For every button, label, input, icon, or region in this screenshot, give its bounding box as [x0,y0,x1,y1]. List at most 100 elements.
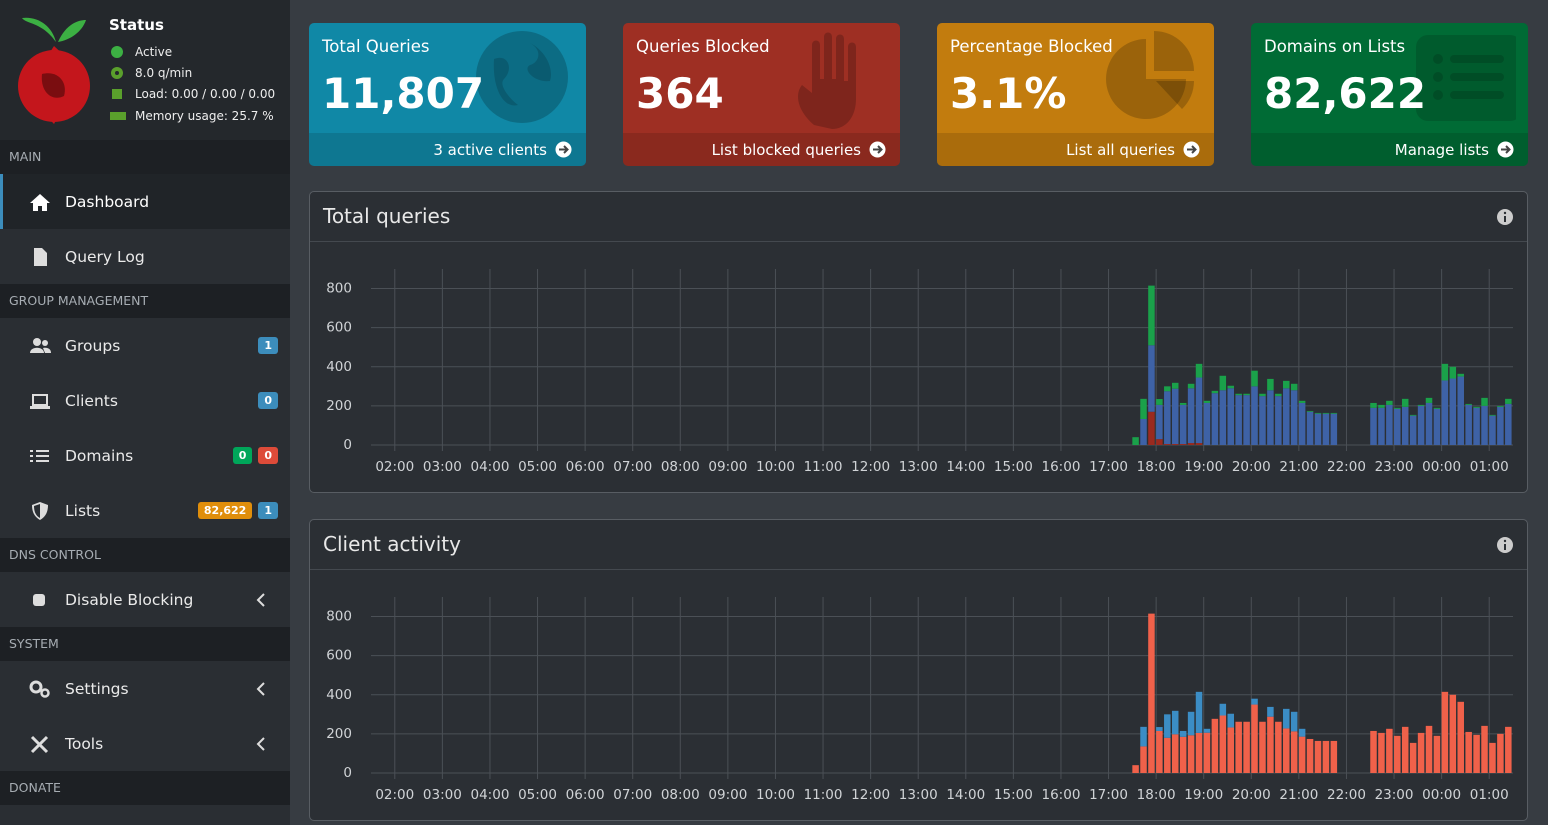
menu-item[interactable]: Dashboard [0,174,290,229]
bar-segment [1179,730,1187,737]
menu-item[interactable]: Disable Blocking [0,572,290,627]
x-tick-label: 20:00 [1232,459,1271,475]
x-tick-label: 08:00 [661,787,700,803]
bar-segment [1497,406,1504,445]
bar-segment [1219,703,1227,716]
card-value: 3.1% [950,69,1067,118]
x-tick-label: 09:00 [708,459,747,475]
bar-segment [1243,393,1250,396]
bar-segment [1505,726,1512,773]
bar-segment [1275,396,1282,445]
bar-segment [1306,411,1314,445]
bar-segment [1505,398,1512,404]
bar-segment [1378,732,1385,773]
bar-segment [1481,725,1488,773]
menu-header: MAIN [0,140,290,174]
bar-segment [1219,375,1227,391]
bar-segment [1267,716,1274,773]
x-tick-label: 12:00 [851,459,890,475]
bar-segment [1314,413,1322,445]
bar-segment [1195,377,1203,444]
card-icon [798,32,856,129]
bar-segment [1259,393,1266,397]
bar-segment [1481,397,1488,406]
bar-segment [1441,363,1449,381]
menu-item[interactable]: Query Log [0,229,290,284]
card-link[interactable]: Manage lists [1251,133,1528,166]
bar-segment [1156,439,1163,445]
bar-segment [1370,402,1377,408]
menu-label: Settings [65,679,129,698]
bar-segment [1425,402,1433,445]
chart-panel: Total queries 0 200 400 600 800 02:00 03:00 04:… [309,191,1528,493]
status-title: Status [109,16,164,34]
x-tick-label: 17:00 [1089,787,1128,803]
bar-segment [1148,345,1155,412]
y-tick-label: 800 [326,281,352,297]
icon [34,247,47,266]
x-tick-label: 21:00 [1279,787,1318,803]
bar-segment [1187,443,1195,445]
bar-segment [1394,735,1401,773]
menu-item[interactable]: Clients 0 [0,373,290,428]
x-tick-label: 06:00 [566,787,605,803]
card-link[interactable]: List blocked queries [623,133,900,166]
x-tick-label: 23:00 [1375,459,1414,475]
bar-segment [1211,390,1219,394]
bar-segment [1417,404,1425,406]
status-text: Memory usage: 25.7 % [135,109,274,123]
card-link[interactable]: List all queries [937,133,1214,166]
bar-segment [1195,443,1203,445]
badge: 1 [258,502,278,519]
x-tick-label: 03:00 [423,787,462,803]
bar-segment [1171,444,1179,445]
bar-segment [1227,727,1235,773]
card-link-text: 3 active clients [433,140,547,159]
badge: 1 [258,337,278,354]
card-title: Total Queries [322,37,430,56]
card-link[interactable]: 3 active clients [309,133,586,166]
bar-segment [1473,734,1480,773]
menu-item[interactable]: Groups 1 [0,318,290,373]
bar-segment [1156,399,1163,405]
bar-segment [1433,408,1441,445]
icon [29,680,50,698]
bar-segment [1290,711,1298,732]
y-tick-label: 600 [326,320,352,336]
bar-segment [1306,738,1314,773]
bar-segment [1203,400,1211,403]
x-tick-label: 15:00 [994,459,1033,475]
card-title: Percentage Blocked [950,37,1113,56]
bar-segment [1227,385,1235,389]
badges: 82,622 1 [197,502,278,519]
bar-segment [1203,732,1211,773]
card-link-text: List blocked queries [711,140,861,159]
bar-segment [1251,386,1258,445]
card-value: 82,622 [1264,69,1427,118]
menu-item[interactable]: Tools [0,716,290,771]
x-tick-label: 19:00 [1184,459,1223,475]
icon [32,501,48,520]
x-tick-label: 07:00 [613,787,652,803]
x-tick-label: 05:00 [518,787,557,803]
bar-segment [1433,407,1441,409]
menu-label: Query Log [65,247,145,266]
bar-segment [1171,382,1179,389]
menu-item[interactable]: Lists 82,622 1 [0,483,290,538]
bar-segment [1179,444,1187,445]
bar-segment [1251,704,1258,773]
bar-segment [1140,726,1147,747]
bar-segment [1425,725,1433,773]
menu-item[interactable]: Settings [0,661,290,716]
status-icon [112,89,122,99]
bar-segment [1378,404,1385,408]
x-tick-label: 23:00 [1375,787,1414,803]
stat-card: Total Queries 11,807 3 active clients [309,23,586,166]
chart-title: Client activity [323,532,461,556]
menu-item[interactable] [0,805,290,825]
bar-segment [1219,715,1227,773]
bar-segment [1227,713,1235,728]
menu-item[interactable]: Domains 0 0 [0,428,290,483]
x-tick-label: 01:00 [1470,459,1509,475]
status-text: Load: 0.00 / 0.00 / 0.00 [135,87,276,101]
